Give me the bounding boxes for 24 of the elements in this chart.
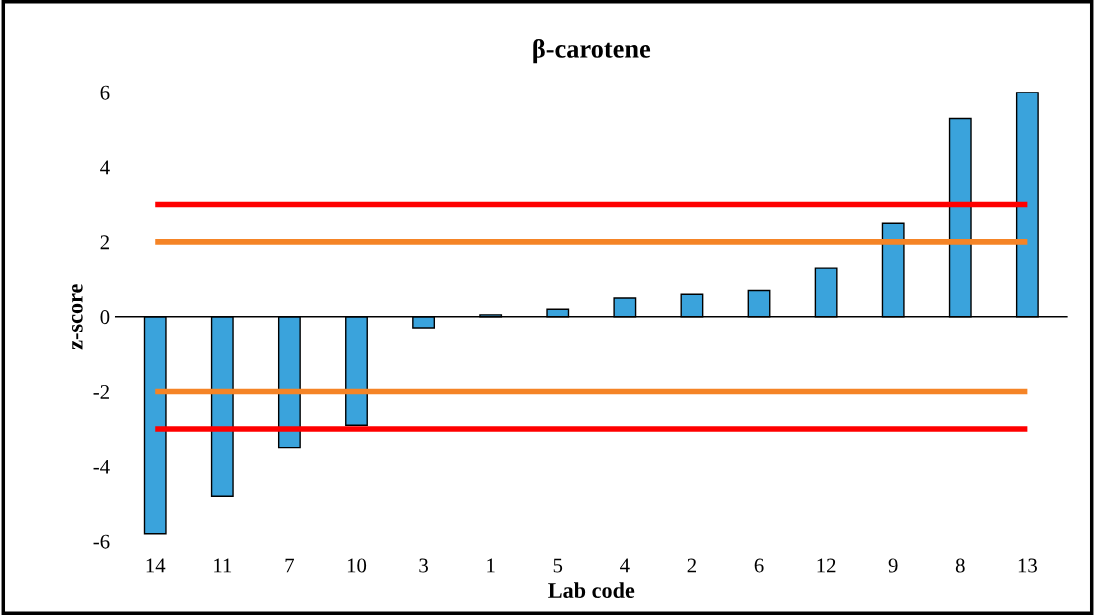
- x-tick-label: 4: [620, 558, 630, 573]
- x-tick-label: 2: [687, 558, 696, 573]
- x-tick-label: 7: [285, 558, 295, 573]
- x-tick-label: 5: [553, 558, 563, 573]
- x-axis-title: Lab code: [548, 582, 635, 598]
- x-tick-label: 13: [1018, 558, 1037, 573]
- x-tick-label: 10: [347, 558, 367, 573]
- y-tick-label: 4: [100, 160, 110, 175]
- x-tick-label: 8: [955, 558, 965, 573]
- x-tick-label: 14: [146, 558, 166, 573]
- y-tick-label: 0: [100, 310, 110, 325]
- x-tick-label: 12: [817, 558, 836, 573]
- y-tick-label: -4: [93, 459, 110, 474]
- chart-title: β-carotene: [533, 38, 651, 64]
- y-tick-label: -2: [93, 384, 109, 399]
- y-tick-label: 6: [100, 85, 110, 100]
- y-axis-title: z-score: [71, 284, 83, 350]
- y-tick-label: -6: [93, 534, 110, 549]
- x-tick-label: 9: [888, 558, 898, 573]
- x-tick-label: 11: [214, 558, 232, 573]
- x-tick-label: 6: [754, 558, 764, 573]
- y-tick-label: 2: [100, 235, 109, 250]
- x-tick-label: 3: [419, 558, 428, 573]
- x-tick-label: 1: [487, 558, 495, 573]
